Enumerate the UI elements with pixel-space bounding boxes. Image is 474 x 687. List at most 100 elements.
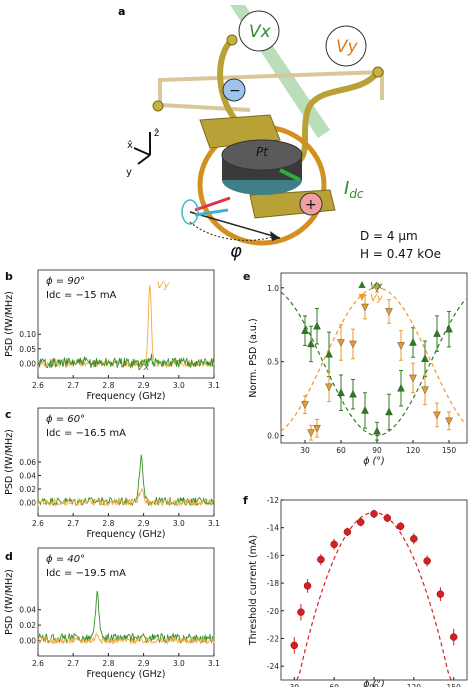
y-axis-title: PSD (fW/MHz): [4, 291, 15, 357]
x-tick-label: 2.9: [138, 519, 150, 528]
y-tick-label: 0.00: [19, 359, 36, 368]
minus-sign: −: [229, 83, 241, 99]
x-axis-title: Frequency (GHz): [86, 529, 165, 540]
vx-bubble: [238, 10, 280, 52]
data-point-vx: [325, 349, 333, 358]
y-tick-label: -20: [267, 607, 279, 616]
x-tick-label: 60: [329, 683, 339, 687]
data-point: [383, 514, 392, 522]
data-point-vx: [373, 426, 381, 435]
data-point-vx: [307, 339, 315, 348]
legend-marker-vy: [358, 294, 366, 301]
data-point: [343, 528, 352, 536]
data-point-vy: [385, 308, 393, 316]
electrode-arm-left: [217, 37, 243, 128]
x-tick-label: 2.8: [102, 381, 114, 390]
magnetization-axis: [189, 211, 281, 239]
x-tick-label: 120: [406, 446, 421, 455]
plot-frame: [280, 499, 468, 681]
y-axis-title: Norm. PSD (a.u.): [248, 318, 259, 397]
data-point-vx: [421, 354, 429, 362]
plot-frame: [37, 269, 215, 379]
chart-panel-f: f 30 60 90 120 150 -24 -22 -20 -18 -16 -14 -12 ϕ (°) T…: [243, 494, 468, 687]
coordinate-axes-icon: ẑ x̂ y: [126, 127, 159, 178]
x-tick-label: 3.1: [208, 381, 220, 390]
vy-wire-frame: [158, 69, 384, 105]
data-point-vx: [349, 389, 357, 398]
series-line-vx: [37, 353, 215, 369]
electrode-tip-right: [372, 66, 384, 78]
param-h: H = 0.47 kOe: [360, 247, 441, 261]
data-point-vy: [325, 383, 333, 392]
panel-c-letter: c: [5, 408, 12, 421]
y-tick-label: 0.00: [19, 637, 36, 646]
y-tick-label: 0.00: [19, 499, 36, 508]
axis-y-label: y: [126, 167, 132, 178]
data-point-vx: [445, 324, 453, 333]
x-tick-label: 3.1: [208, 519, 220, 528]
y-axis-title: Threshold current (mA): [248, 535, 259, 646]
plus-sign: +: [305, 197, 317, 213]
x-tick-label: 3.0: [173, 381, 185, 390]
annotation-phi: ϕ = 90°: [46, 276, 85, 287]
y-axis-title: PSD (fW/MHz): [4, 569, 15, 635]
x-tick-label: 90: [369, 683, 379, 687]
y-tick-label: 0.05: [19, 345, 36, 354]
series-line-vx: [37, 454, 215, 507]
data-point-vy: [445, 417, 453, 426]
y-tick-label: 0.02: [19, 621, 36, 630]
x-tick-label: 2.7: [67, 519, 79, 528]
data-point: [449, 633, 458, 641]
data-point-vy: [397, 342, 405, 350]
fit-curve-vx: [280, 291, 467, 437]
data-point: [423, 557, 431, 565]
x-tick-label: 150: [447, 683, 462, 687]
data-point-vy: [307, 429, 315, 438]
series-line-vy: [37, 632, 215, 646]
chart-panel-c: c 2.6 2.7 2.8 2.9 3.0 3.1 0.00 0.02 0.04 0.06 Frequ…: [4, 407, 220, 540]
chart-panel-e: e 30 60 90 120 150 0.0 0.5 1.0 ϕ (°) Norm. PSD (a.…: [243, 270, 468, 467]
data-point-vy: [361, 303, 369, 312]
data-point: [290, 641, 299, 650]
data-point: [436, 590, 445, 598]
phi-arc: [189, 221, 276, 241]
data-point-vy: [373, 284, 381, 293]
data-point-vx: [385, 407, 393, 416]
x-axis-title: Frequency (GHz): [86, 391, 165, 402]
data-point: [317, 555, 325, 564]
schematic-panel: a Pt Vx Vy −: [118, 5, 441, 262]
y-tick-label: -12: [267, 496, 279, 505]
x-tick-label: 3.0: [173, 659, 185, 668]
series-label-vx: Vx: [137, 362, 150, 373]
minus-terminal-icon: [222, 78, 246, 102]
y-tick-label: 0.5: [267, 358, 279, 367]
x-tick-label: 30: [300, 446, 310, 455]
x-axis-title: Frequency (GHz): [86, 669, 165, 680]
y-tick-label: 0.06: [19, 458, 36, 467]
y-tick-label: 0.10: [19, 330, 36, 339]
x-axis-title: ϕ (°): [363, 456, 384, 467]
y-tick-label: 1.0: [267, 284, 279, 293]
x-tick-label: 30: [290, 683, 300, 687]
data-point-vx: [313, 321, 321, 330]
x-tick-label: 90: [372, 446, 382, 455]
vy-label: Vy: [336, 37, 359, 57]
y-tick-label: -16: [267, 551, 279, 560]
electrode-tip-left: [226, 34, 238, 46]
data-point: [330, 540, 338, 549]
vy-wire-lower: [159, 103, 251, 112]
annotation-phi: ϕ = 40°: [46, 554, 85, 565]
x-tick-label: 2.7: [67, 381, 79, 390]
x-tick-label: 60: [336, 446, 346, 455]
annotation-idc: Idc = −16.5 mA: [46, 428, 126, 439]
data-point-vy: [409, 374, 417, 383]
y-tick-label: -24: [267, 662, 279, 671]
data-point: [356, 518, 365, 526]
panel-f-letter: f: [243, 494, 248, 507]
legend-label-vy: Vy: [370, 293, 384, 304]
data-point-vy: [433, 411, 441, 420]
x-tick-label: 2.7: [67, 659, 79, 668]
x-axis-title: ϕ (°): [363, 679, 384, 687]
phi-label: φ: [230, 241, 242, 262]
data-point-vx: [337, 388, 345, 396]
